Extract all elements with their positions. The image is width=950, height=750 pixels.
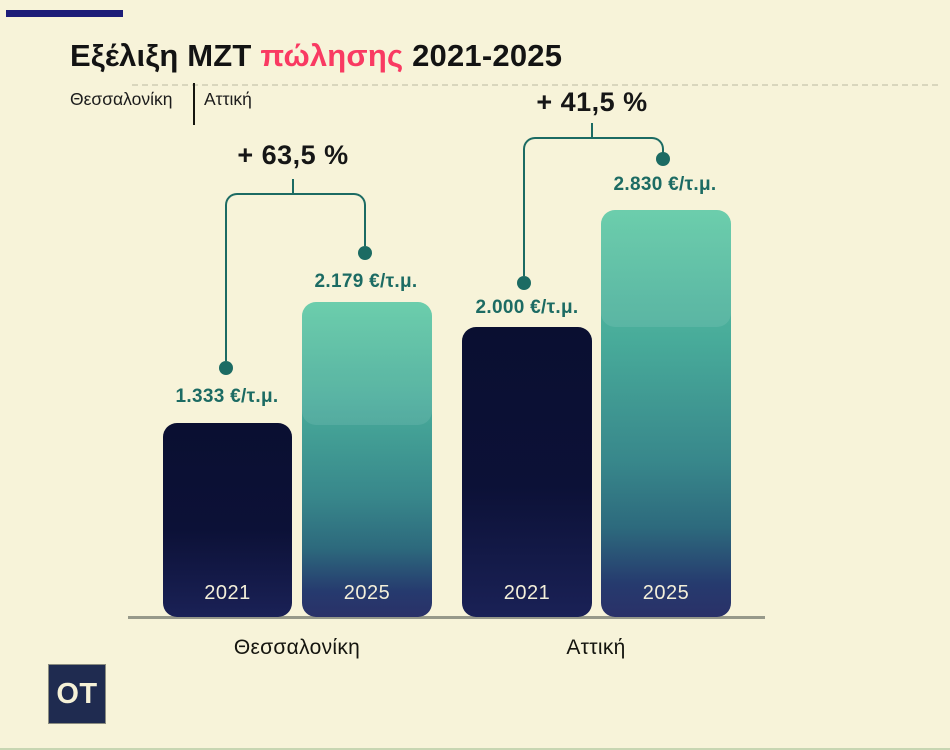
category-label-thessaloniki: Θεσσαλονίκη	[233, 636, 361, 659]
title-text-start: Εξέλιξη ΜΖΤ	[70, 38, 261, 73]
pct-change-thessaloniki: + 63,5 %	[237, 140, 349, 170]
category-label-attiki: Αττική	[566, 636, 626, 659]
bracket-tick-attiki	[591, 123, 593, 137]
bracket-left-line-attiki	[523, 154, 525, 276]
bracket-dot-thessaloniki-2021	[219, 361, 233, 375]
year-label: 2025	[642, 582, 690, 604]
value-label-attiki-2025: 2.830 €/τ.μ.	[613, 174, 717, 195]
value-label-attiki-2021: 2.000 €/τ.μ.	[475, 297, 579, 318]
bracket-dot-attiki-2025	[656, 152, 670, 166]
pct-change-attiki: + 41,5 %	[536, 87, 648, 117]
legend-item-thessaloniki: Θεσσαλονίκη	[70, 89, 173, 109]
year-label: 2025	[343, 582, 391, 604]
title-highlight: πώλησης	[260, 38, 404, 73]
bracket-left-line-thessaloniki	[225, 210, 227, 361]
bar-upper-segment	[601, 210, 731, 327]
legend-divider	[193, 83, 195, 125]
bracket-tick-thessaloniki	[292, 179, 294, 193]
legend-item-attiki: Αττική	[204, 89, 252, 109]
bottom-edge-line	[0, 748, 950, 750]
bar-thessaloniki-2025: 2025	[302, 302, 432, 617]
bracket-cap-attiki	[523, 137, 664, 155]
bar-attiki-2025: 2025	[601, 210, 731, 617]
bar-attiki-2021: 2021	[462, 327, 592, 617]
title-text-end: 2021-2025	[403, 38, 563, 73]
ot-logo: OT	[48, 664, 106, 724]
page-title: Εξέλιξη ΜΖΤ πώλησης 2021-2025	[70, 38, 562, 74]
bracket-cap-thessaloniki	[225, 193, 366, 211]
top-accent-bar	[6, 10, 123, 17]
bracket-dot-attiki-2021	[517, 276, 531, 290]
bar-thessaloniki-2021: 2021	[163, 423, 292, 617]
bracket-dot-thessaloniki-2025	[358, 246, 372, 260]
bracket-right-line-thessaloniki	[364, 210, 366, 246]
value-label-thessaloniki-2025: 2.179 €/τ.μ.	[314, 271, 418, 292]
year-label: 2021	[204, 582, 251, 604]
axis-baseline	[128, 616, 765, 619]
ot-logo-text: OT	[56, 677, 98, 710]
ghost-dashed-line	[132, 84, 938, 86]
year-label: 2021	[503, 582, 551, 604]
value-label-thessaloniki-2021: 1.333 €/τ.μ.	[175, 386, 279, 407]
bar-upper-segment	[302, 302, 432, 425]
